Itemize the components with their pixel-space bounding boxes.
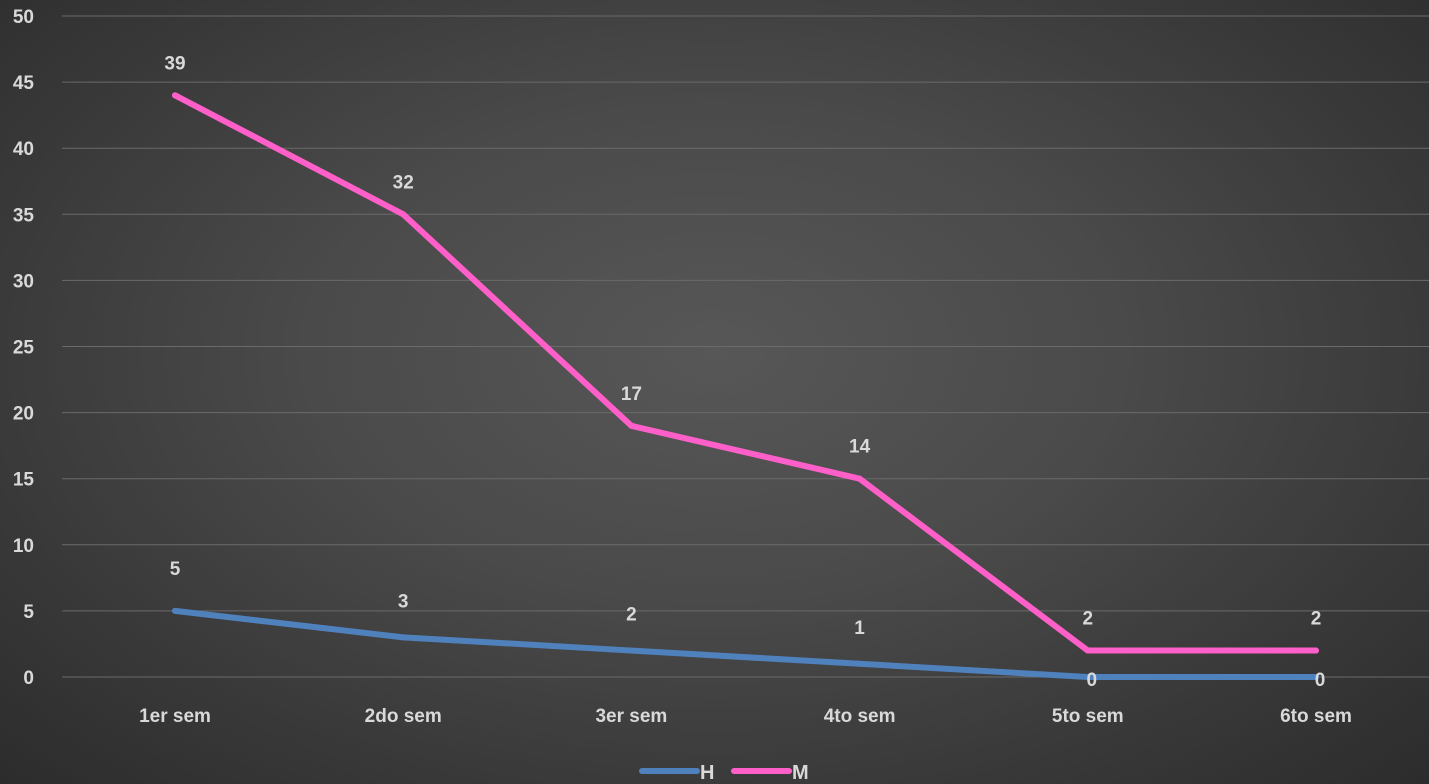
data-label-H: 3 (398, 591, 409, 612)
data-point-M (856, 475, 863, 482)
data-point-M (628, 422, 635, 429)
x-tick-label: 3er sem (595, 706, 667, 727)
x-axis: 1er sem 2do sem 3er sem 4to sem 5to sem 6to s… (139, 706, 1352, 727)
data-point-M (172, 92, 178, 99)
data-label-M: 39 (164, 53, 185, 74)
y-tick-label: 5 (23, 602, 34, 623)
series-line-H (172, 607, 1319, 680)
y-tick-label: 45 (13, 73, 35, 94)
data-point-M (1084, 647, 1091, 654)
y-tick-label: 35 (13, 205, 35, 226)
y-tick-label: 30 (13, 271, 34, 292)
y-tick-label: 0 (23, 668, 34, 689)
series-lines (172, 92, 1319, 680)
y-tick-label: 40 (13, 139, 34, 160)
data-label-H: 1 (854, 618, 865, 639)
y-tick-label: 10 (13, 536, 34, 557)
y-tick-label: 15 (13, 470, 35, 491)
y-tick-label: 20 (13, 404, 34, 425)
x-tick-label: 6to sem (1280, 706, 1352, 727)
x-tick-label: 1er sem (139, 706, 211, 727)
data-point-H (628, 647, 635, 654)
data-point-M (1313, 647, 1319, 654)
data-point-M (400, 211, 407, 218)
gridlines (62, 15, 1429, 678)
data-point-H (172, 607, 178, 614)
x-tick-label: 5to sem (1052, 706, 1124, 727)
data-point-H (1313, 674, 1319, 680)
data-label-M: 32 (393, 172, 414, 193)
x-tick-label: 2do sem (365, 706, 442, 727)
x-tick-label: 4to sem (824, 706, 896, 727)
data-label-H: 0 (1087, 670, 1098, 691)
data-label-H: 2 (626, 605, 637, 626)
data-label-M: 14 (849, 437, 871, 458)
y-axis: 0 5 10 15 20 25 30 35 40 45 50 (13, 7, 35, 689)
data-point-H (400, 634, 407, 641)
data-label-M: 2 (1311, 609, 1322, 630)
data-label-H: 0 (1315, 670, 1326, 691)
data-point-H (856, 660, 863, 667)
legend-label-M: M (792, 762, 809, 784)
legend-label-H: H (700, 762, 714, 784)
series-line-M (172, 92, 1319, 654)
data-label-H: 5 (170, 559, 181, 580)
data-label-M: 17 (621, 384, 642, 405)
y-tick-label: 25 (13, 338, 35, 359)
y-tick-label: 50 (13, 7, 34, 28)
data-label-M: 2 (1083, 609, 1094, 630)
data-point-H (1084, 674, 1091, 680)
